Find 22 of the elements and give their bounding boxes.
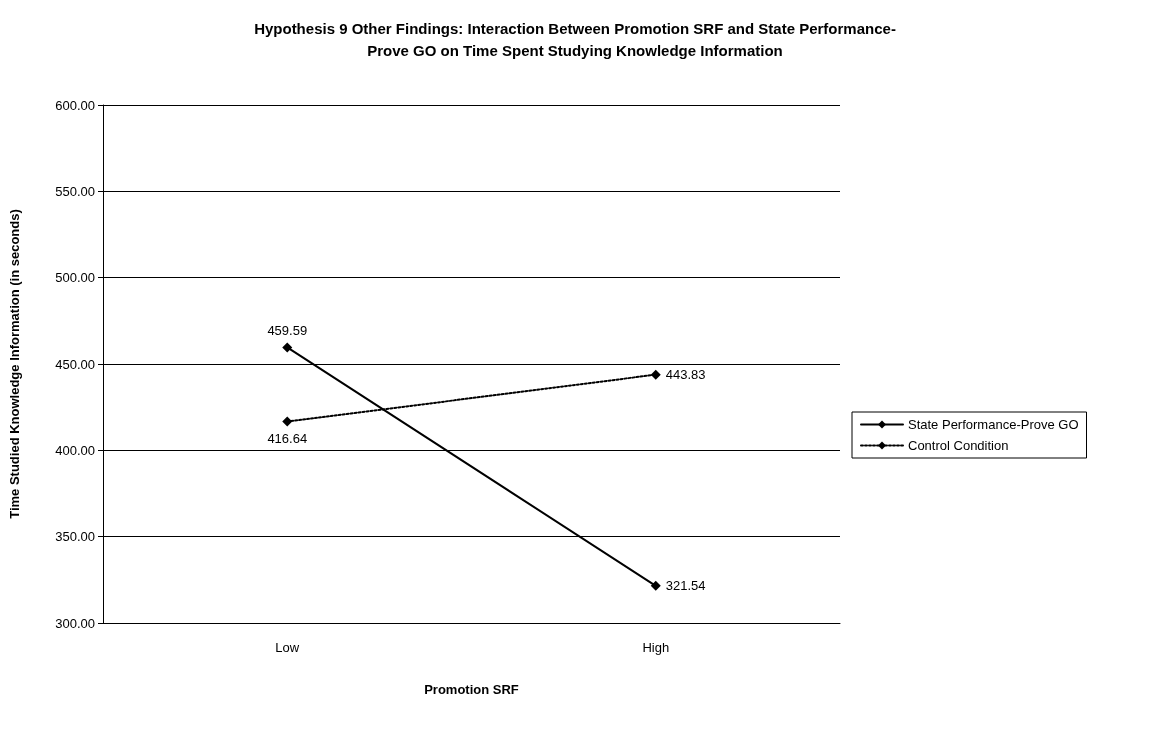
x-tick-label: High xyxy=(642,640,670,655)
point xyxy=(282,342,293,353)
x-axis-title: Promotion SRF xyxy=(424,682,519,697)
point xyxy=(650,369,661,380)
data-label: 416.64 xyxy=(267,430,308,446)
y-tick-label: 300.00 xyxy=(55,615,95,631)
y-tick-label: 550.00 xyxy=(55,183,95,199)
data-label: 443.83 xyxy=(665,367,706,383)
chart-title: Hypothesis 9 Other Findings: Interaction Between Promotion SRF and State Performance- Prove GO on Time Spent Studying Knowledge Information xyxy=(254,19,896,59)
point xyxy=(650,580,661,591)
legend-label: Control Condition xyxy=(908,438,1009,453)
data-label: 321.54 xyxy=(665,578,706,594)
legend-label: State Performance-Prove GO xyxy=(908,417,1079,432)
data-label: 459.59 xyxy=(267,323,308,339)
y-tick-label: 500.00 xyxy=(55,270,95,286)
point xyxy=(282,416,293,427)
y-tick-label: 450.00 xyxy=(55,356,95,372)
y-tick-label: 600.00 xyxy=(55,97,95,113)
y-axis-title: Time Studied Knowledge Information (in seconds) xyxy=(7,209,22,519)
y-tick-label: 400.00 xyxy=(55,442,95,458)
y-tick-label: 350.00 xyxy=(55,529,95,545)
x-tick-label: Low xyxy=(275,640,300,655)
